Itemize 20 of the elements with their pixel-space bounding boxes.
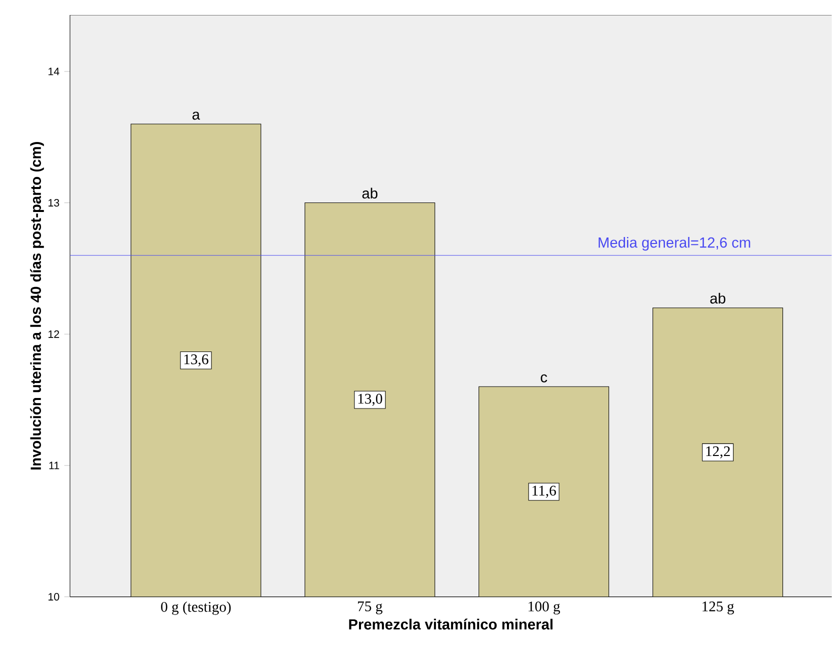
y-tick-label: 12 — [48, 330, 60, 338]
data-label: 13,0 — [358, 394, 382, 406]
x-tick-label: 0 g (testigo) — [161, 602, 231, 615]
annotation: ab — [710, 292, 726, 304]
data-label: 12,2 — [706, 446, 730, 458]
y-tick-label: 10 — [48, 593, 60, 601]
annotation: c — [540, 374, 548, 383]
y-axis-title: Involución uterina a los 40 días post-parto (cm) — [30, 142, 44, 470]
annotation: ab — [362, 188, 378, 199]
y-tick-label: 11 — [49, 462, 60, 470]
data-label: 13,6 — [184, 354, 208, 366]
x-tick-label: 100 g — [528, 602, 560, 615]
x-axis-title: Premezcla vitamínico mineral — [349, 618, 552, 630]
y-tick-label: 13 — [48, 199, 60, 207]
x-tick-label: 125 g — [702, 602, 734, 614]
data-label: 11,6 — [532, 486, 556, 498]
y-tick-label: 14 — [48, 68, 60, 76]
annotation: a — [192, 112, 200, 120]
x-tick-label: 75 g — [358, 602, 382, 614]
ref-line-label: Media general=12,6 cm — [598, 237, 750, 251]
